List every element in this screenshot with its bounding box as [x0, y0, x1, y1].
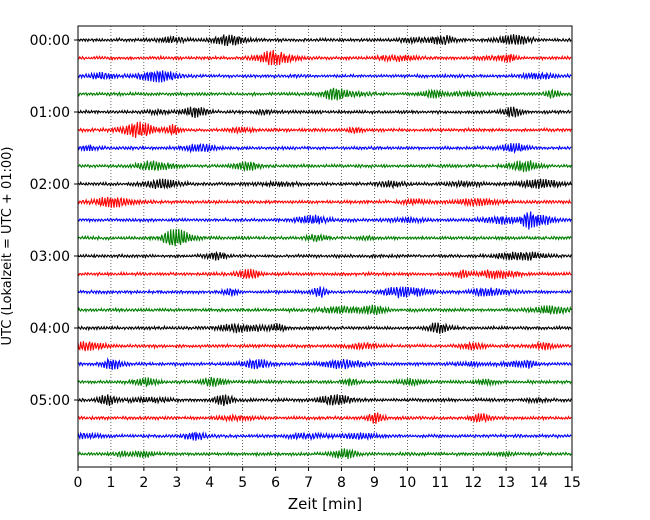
x-tick-label: 4: [205, 475, 214, 491]
seismic-trace: [77, 121, 572, 138]
x-axis-label: Zeit [min]: [288, 495, 362, 513]
x-tick-label: 1: [106, 475, 115, 491]
y-tick-label: 01:00: [30, 105, 70, 121]
y-tick-label: 00:00: [30, 33, 70, 49]
seismic-trace: [77, 160, 572, 173]
x-tick-label: 12: [464, 475, 482, 491]
x-tick-label: 15: [563, 475, 581, 491]
x-tick-label: 13: [497, 475, 515, 491]
seismic-trace: [77, 196, 572, 208]
seismic-trace: [77, 285, 572, 299]
y-tick-label: 05:00: [30, 393, 70, 409]
seismic-trace: [77, 228, 572, 247]
x-tick-label: 5: [238, 475, 247, 491]
plot-frame: [77, 25, 573, 468]
y-axis-ticks: 00:00 01:00 02:00 03:00 04:00 05:00: [30, 33, 78, 409]
x-tick-label: 3: [172, 475, 181, 491]
seismic-trace: [77, 376, 572, 388]
y-tick-label: 02:00: [30, 177, 70, 193]
x-tick-label: 11: [431, 475, 449, 491]
seismic-trace: [77, 106, 572, 118]
x-tick-label: 6: [271, 475, 280, 491]
x-tick-label: 2: [139, 475, 148, 491]
seismic-trace: [77, 431, 572, 442]
seismic-traces: [77, 34, 572, 459]
seismic-trace: [77, 178, 572, 190]
seismic-trace: [77, 34, 572, 47]
seismic-trace: [77, 69, 572, 83]
seismic-trace: [77, 49, 572, 66]
seismic-trace: [77, 394, 572, 407]
x-axis-ticks: 0 1 2 3 4 5 6 7 8 9 10 11 12 13 14 15: [74, 467, 581, 491]
y-tick-label: 03:00: [30, 249, 70, 265]
seismic-trace: [77, 142, 572, 155]
x-tick-label: 8: [337, 475, 346, 491]
seismic-trace: [77, 250, 572, 261]
seismic-trace: [77, 412, 572, 424]
seismic-trace: [77, 304, 572, 316]
x-tick-label: 7: [304, 475, 313, 491]
y-tick-label: 04:00: [30, 321, 70, 337]
seismic-trace: [77, 87, 572, 101]
x-tick-label: 10: [398, 475, 416, 491]
seismic-trace: [77, 322, 572, 334]
seismic-trace: [77, 268, 572, 280]
x-tick-label: 0: [74, 475, 83, 491]
x-tick-label: 14: [530, 475, 548, 491]
x-tick-label: 9: [370, 475, 379, 491]
seismic-trace: [77, 340, 572, 352]
seismic-trace: [77, 357, 572, 370]
y-axis-label: UTC (Lokalzeit = UTC + 01:00): [0, 147, 15, 346]
seismic-trace: [77, 448, 572, 459]
plot-area-background: [78, 26, 572, 467]
seismic-trace: [77, 211, 572, 230]
